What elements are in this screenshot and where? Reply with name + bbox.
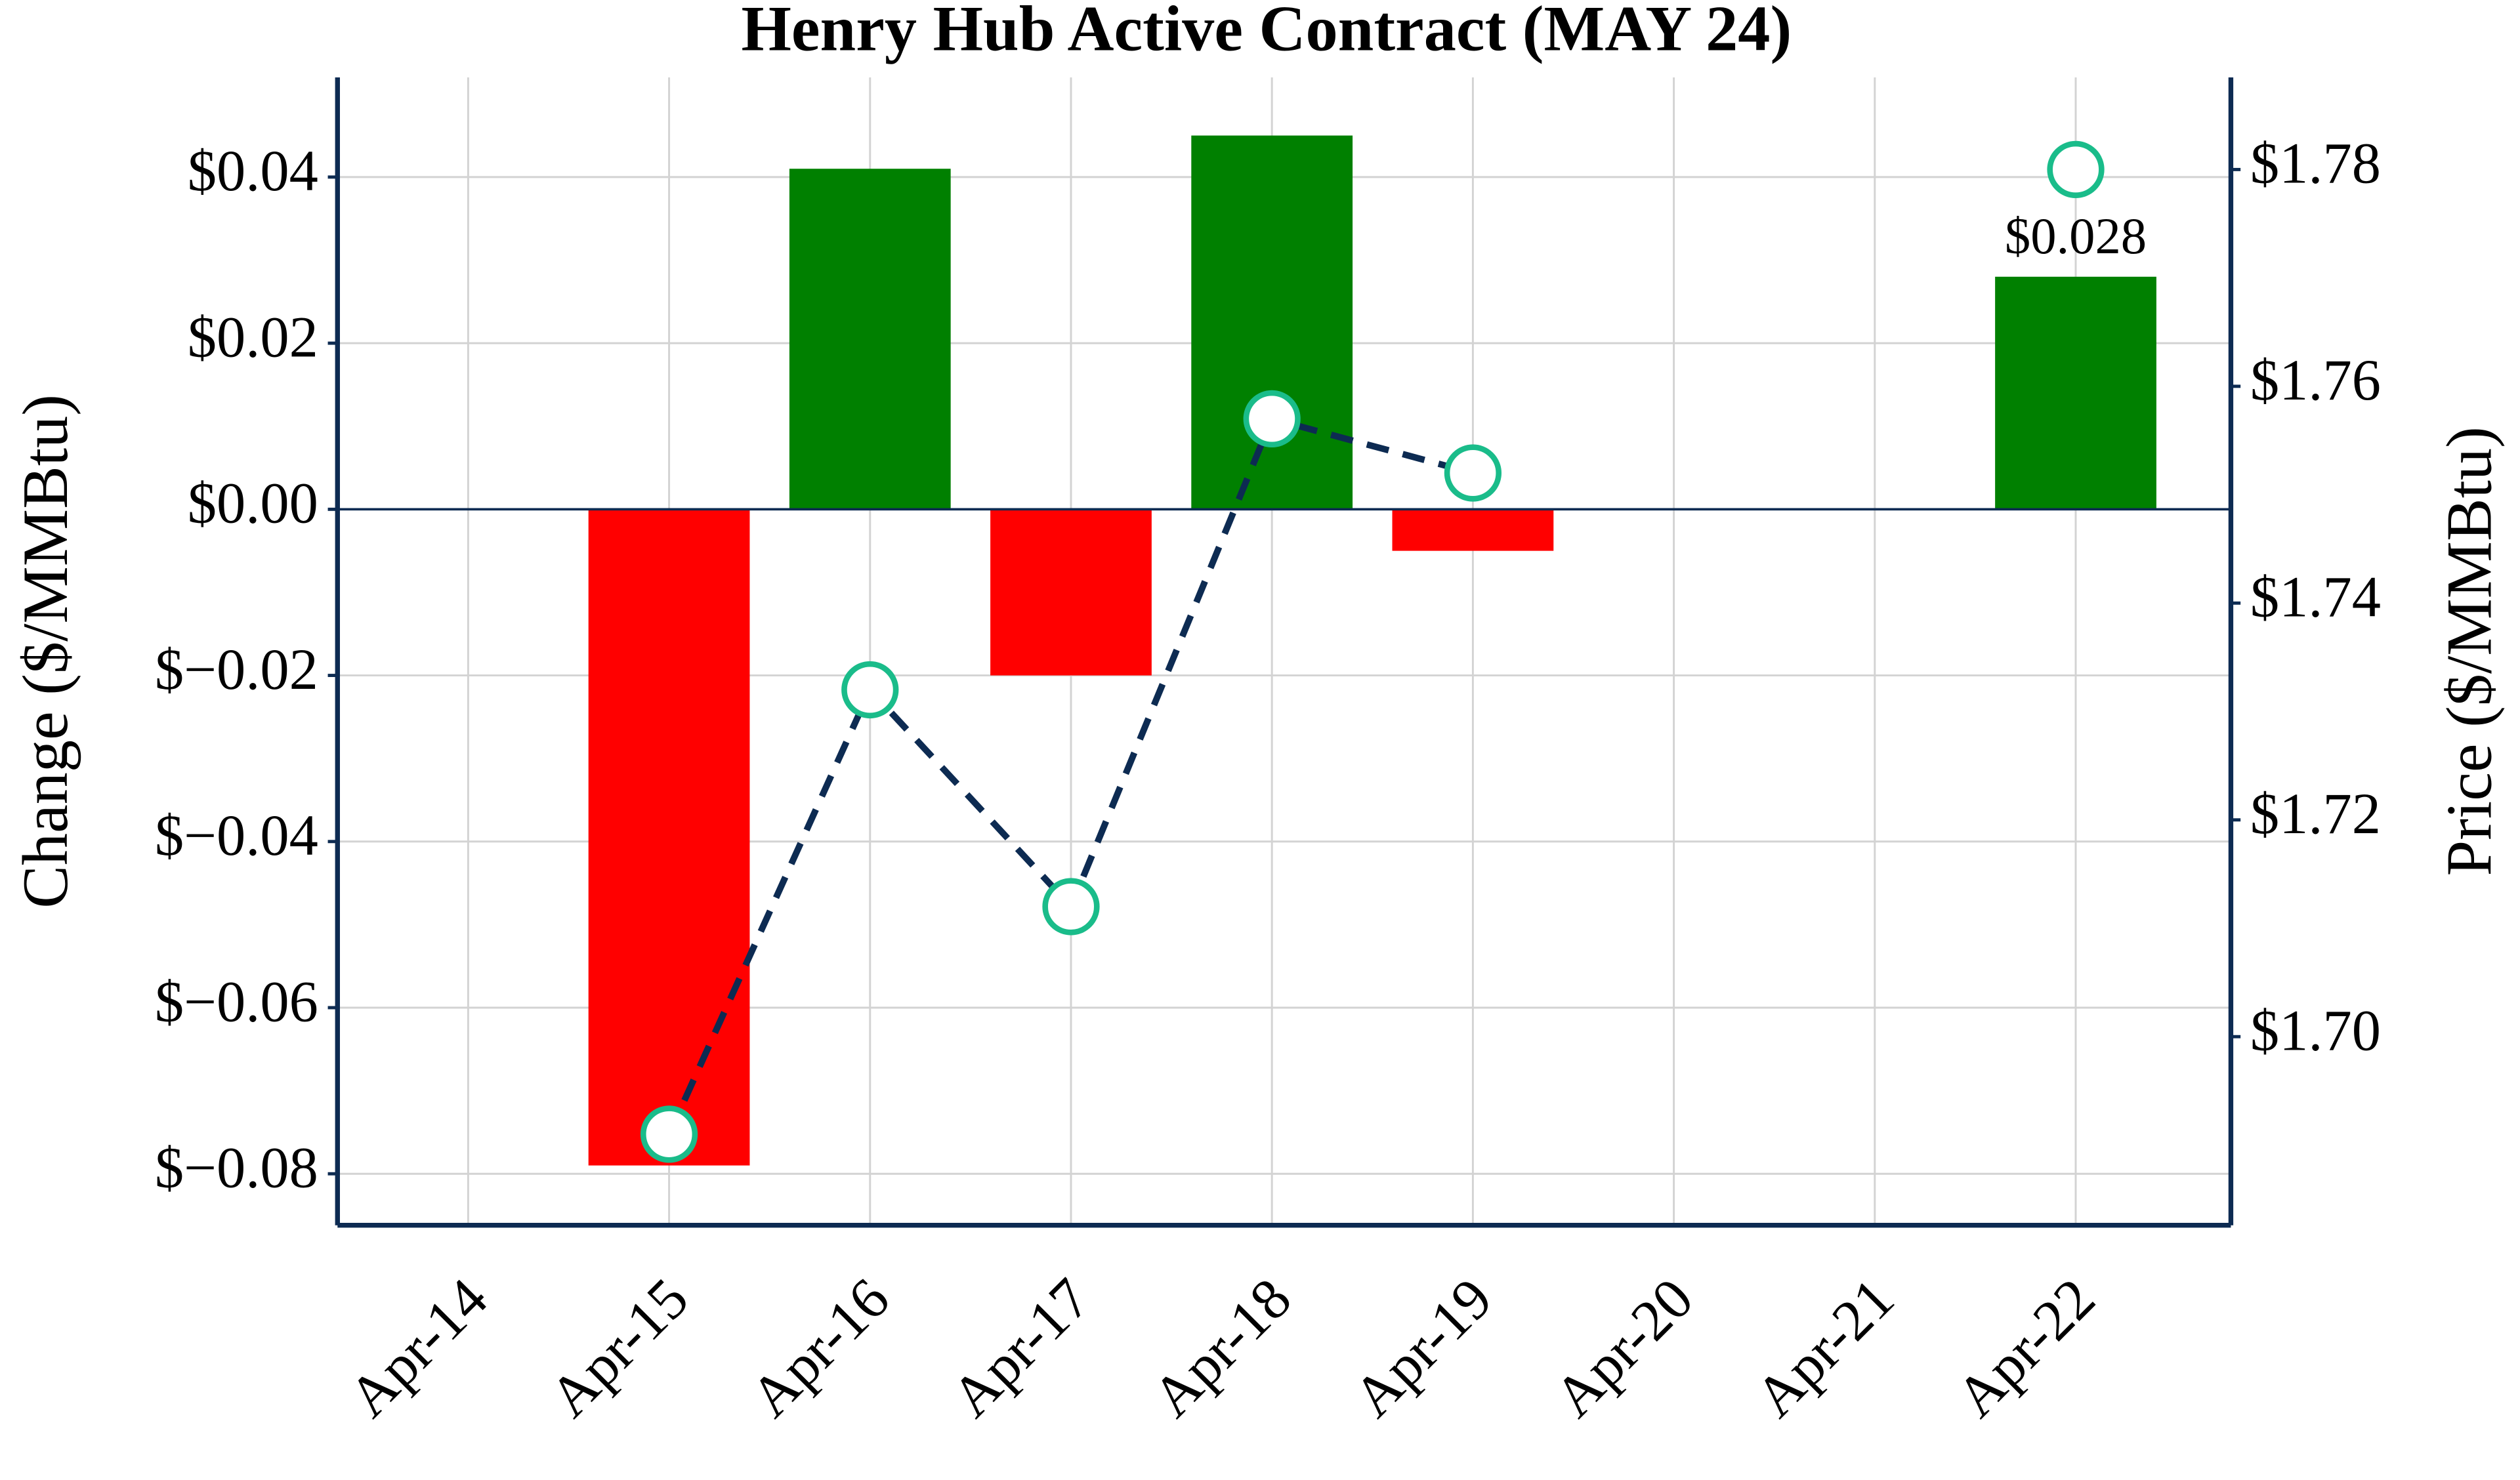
price-marker <box>841 661 899 719</box>
y-tick-label: $0.02 <box>188 305 318 369</box>
bar <box>789 169 951 510</box>
y-tick-label: $−0.08 <box>155 1136 318 1201</box>
price-marker <box>1042 878 1100 935</box>
y-tick-label: $−0.04 <box>155 804 318 868</box>
price-marker <box>1243 390 1301 448</box>
x-tick-label: Apr-22 <box>1944 1266 2107 1429</box>
bar <box>1191 135 1353 510</box>
y2-tick-label: $1.72 <box>2250 782 2381 846</box>
y-tick-label: $0.04 <box>188 139 318 203</box>
y-tick-label: $−0.06 <box>155 970 318 1034</box>
y-tick-label: $0.00 <box>188 472 318 536</box>
x-tick-label: Apr-14 <box>337 1266 500 1429</box>
price-marker <box>1444 444 1502 502</box>
bar <box>1392 509 1554 551</box>
data-label: $0.028 <box>2005 208 2147 265</box>
x-tick-label: Apr-17 <box>939 1266 1102 1429</box>
y2-axis-label: Price ($/MMBtu) <box>2434 426 2506 876</box>
x-tick-label: Apr-19 <box>1341 1266 1505 1429</box>
bar <box>1995 276 2156 510</box>
bar <box>990 509 1152 676</box>
y-axis-label: Change ($/MMBtu) <box>10 394 81 909</box>
chart-title: Henry Hub Active Contract (MAY 24) <box>741 0 1792 65</box>
x-tick-label: Apr-15 <box>537 1266 701 1429</box>
y-tick-label: $−0.02 <box>155 638 318 702</box>
price-marker <box>2047 140 2105 199</box>
x-tick-label: Apr-21 <box>1743 1266 1906 1429</box>
y2-tick-label: $1.78 <box>2250 132 2381 196</box>
x-tick-label: Apr-18 <box>1141 1266 1304 1429</box>
y2-tick-label: $1.76 <box>2250 348 2381 413</box>
x-tick-label: Apr-20 <box>1542 1266 1706 1429</box>
x-tick-label: Apr-16 <box>738 1266 902 1429</box>
y2-tick-label: $1.74 <box>2250 565 2381 630</box>
bar <box>588 509 750 1166</box>
price-marker <box>640 1105 698 1163</box>
y2-tick-label: $1.70 <box>2250 999 2381 1063</box>
